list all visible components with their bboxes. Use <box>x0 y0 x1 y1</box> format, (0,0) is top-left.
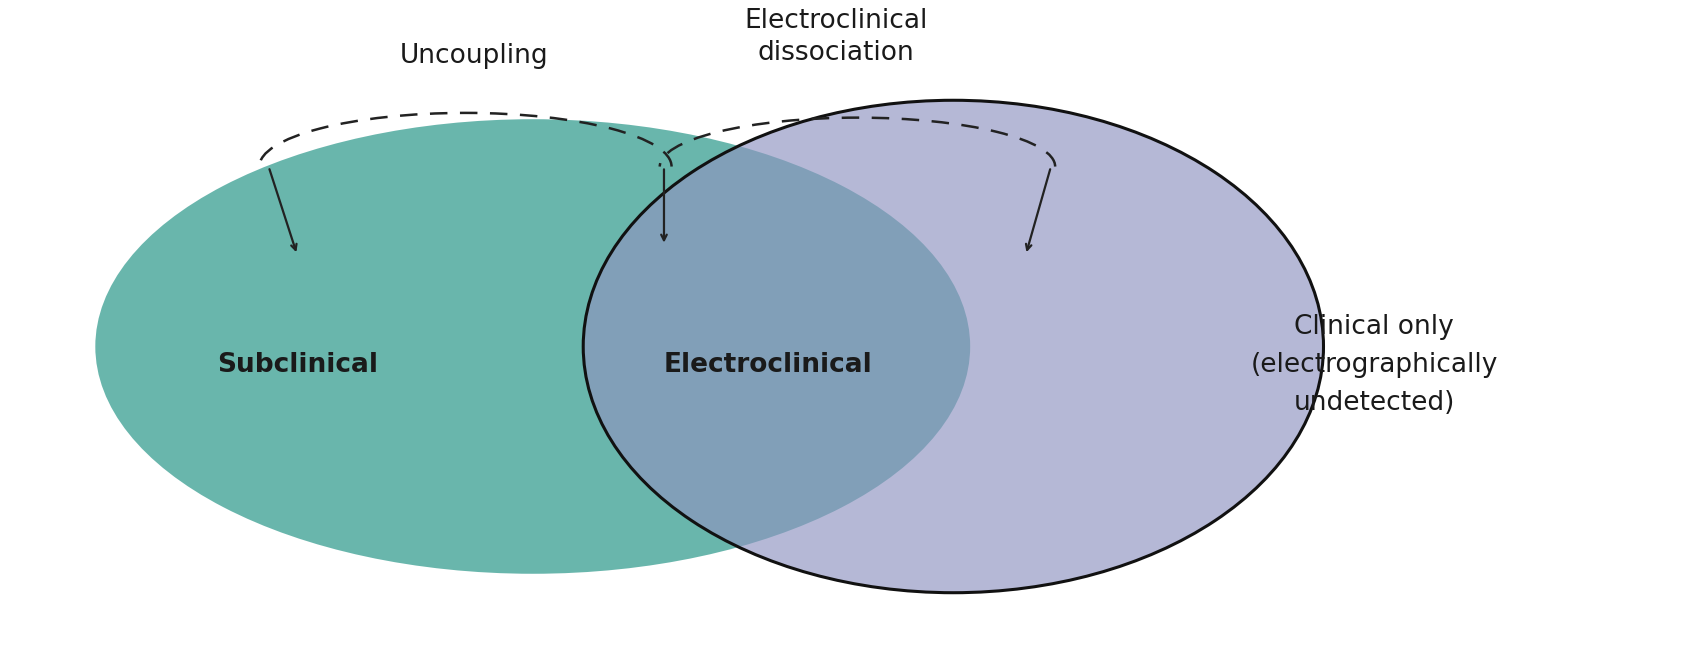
Ellipse shape <box>584 100 1323 593</box>
Text: Subclinical: Subclinical <box>216 353 378 379</box>
Text: Electroclinical: Electroclinical <box>663 353 873 379</box>
Text: Clinical only
(electrographically
undetected): Clinical only (electrographically undete… <box>1251 315 1497 417</box>
Text: Uncoupling: Uncoupling <box>400 43 549 69</box>
Text: Electroclinical
dissociation: Electroclinical dissociation <box>744 8 927 66</box>
Ellipse shape <box>95 120 971 574</box>
